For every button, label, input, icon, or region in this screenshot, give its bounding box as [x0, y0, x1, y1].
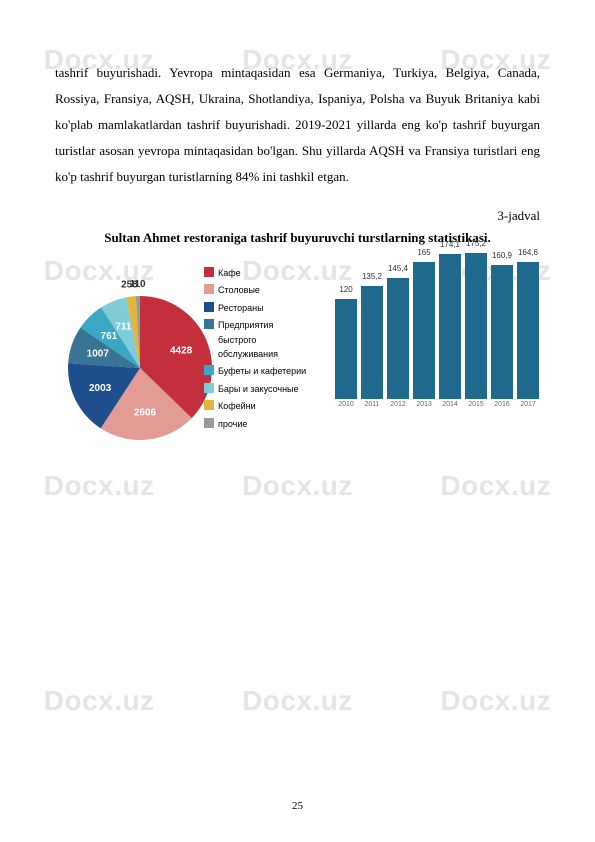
- bar-value: 175,2: [466, 239, 486, 248]
- legend-swatch: [204, 365, 214, 375]
- pie-slice-label: 711: [115, 322, 132, 333]
- legend-item: Предприятия быстрого обслуживания: [204, 318, 308, 361]
- bar-value: 164,6: [518, 248, 538, 257]
- bar: 160,9: [491, 265, 513, 399]
- bar: 174,1: [439, 254, 461, 399]
- legend-label: Кафе: [218, 266, 241, 280]
- bar-value: 120: [339, 285, 352, 294]
- legend-label: Предприятия быстрого обслуживания: [218, 318, 308, 361]
- pie-slice-label: 110: [129, 279, 146, 290]
- watermark: Docx.uz: [44, 685, 155, 717]
- bar-group: 1652013: [412, 262, 436, 409]
- legend-item: Рестораны: [204, 301, 308, 315]
- bar-year: 2015: [468, 401, 484, 408]
- bar: 164,6: [517, 262, 539, 399]
- bar-group: 175,2 2015: [464, 253, 488, 408]
- bar-value: 160,9: [492, 251, 512, 260]
- page-content: tashrif buyurishadi. Yevropa mintaqasida…: [0, 0, 595, 518]
- legend-item: прочие: [204, 417, 308, 431]
- pie-legend: Кафе Столовые Рестораны Предприятия быстрог…: [204, 266, 308, 434]
- bar-year: 2017: [520, 401, 536, 408]
- body-paragraph: tashrif buyurishadi. Yevropa mintaqasida…: [55, 60, 540, 190]
- legend-item: Кафе: [204, 266, 308, 280]
- watermark: Docx.uz: [242, 685, 353, 717]
- bar: 165: [413, 262, 435, 400]
- bar-value: 165: [417, 248, 430, 257]
- bar-value: 145,4: [388, 264, 408, 273]
- pie-chart: 4428260620031007761711258110 КафеСтоловы…: [55, 258, 308, 478]
- legend-item: Кофейни: [204, 399, 308, 413]
- bar-value: 174,1: [440, 240, 460, 249]
- bar: 135,2: [361, 286, 383, 399]
- bar-group: 120 2010: [334, 299, 358, 408]
- pie-slice-label: 2606: [134, 407, 157, 418]
- bar: 145,4: [387, 278, 409, 399]
- legend-swatch: [204, 418, 214, 428]
- legend-label: Кофейни: [218, 399, 256, 413]
- legend-label: прочие: [218, 417, 247, 431]
- bar-group: 164,6 2017: [516, 262, 540, 408]
- legend-item: Столовые: [204, 283, 308, 297]
- bar-group: 174,1 2014: [438, 254, 462, 408]
- legend-label: Бары и закусочные: [218, 382, 299, 396]
- bar-group: 145,4 2012: [386, 278, 410, 408]
- pie-slice-label: 1007: [87, 348, 110, 359]
- page-number: 25: [0, 800, 595, 812]
- legend-label: Буфеты и кафетерии: [218, 364, 306, 378]
- watermark: Docx.uz: [440, 685, 551, 717]
- bar-year: 2011: [364, 401, 379, 408]
- legend-swatch: [204, 302, 214, 312]
- bar-year: 2013: [416, 401, 432, 408]
- legend-item: Бары и закусочные: [204, 382, 308, 396]
- legend-swatch: [204, 267, 214, 277]
- legend-swatch: [204, 400, 214, 410]
- bar-year: 2014: [442, 401, 458, 408]
- bar-year: 2010: [338, 401, 354, 408]
- bar-chart: 1202010135,22011145,420121652013174,1201…: [332, 258, 540, 438]
- pie-slice-label: 4428: [170, 346, 193, 357]
- legend-item: Буфеты и кафетерии: [204, 364, 308, 378]
- pie-slice-label: 2003: [89, 383, 112, 394]
- legend-swatch: [204, 284, 214, 294]
- bar-group: 160,9 2016: [490, 265, 514, 408]
- bar-value: 135,2: [362, 272, 382, 281]
- bar: 175,2: [465, 253, 487, 399]
- table-label: 3-jadval: [55, 208, 540, 224]
- bar: 120: [335, 299, 357, 399]
- bar-group: 135,2 2011: [360, 286, 384, 408]
- legend-swatch: [204, 383, 214, 393]
- bar-year: 2016: [494, 401, 510, 408]
- legend-label: Столовые: [218, 283, 260, 297]
- bar-year: 2012: [390, 401, 406, 408]
- legend-swatch: [204, 319, 214, 329]
- pie-slice-label: 761: [101, 331, 118, 342]
- legend-label: Рестораны: [218, 301, 264, 315]
- charts-row: 4428260620031007761711258110 КафеСтоловы…: [55, 258, 540, 478]
